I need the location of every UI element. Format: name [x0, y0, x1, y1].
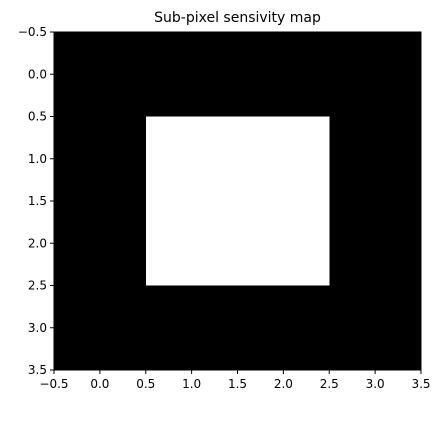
- heatmap-cell: [329, 32, 422, 117]
- y-tick-label: −0.5: [18, 25, 47, 39]
- heatmap-cell: [54, 201, 147, 286]
- y-tick-label: 1.0: [28, 152, 47, 166]
- y-axis: −0.5 0.0 0.5 1.0 1.5 2.0 2.5 3.0 3.5: [18, 25, 54, 377]
- heatmap-cell: [237, 116, 330, 202]
- heatmap-cell: [145, 32, 238, 117]
- y-tick-label: 3.5: [28, 363, 47, 377]
- heatmap-cell: [145, 116, 238, 202]
- heatmap-cells: [54, 32, 422, 371]
- heatmap-cell: [329, 285, 422, 371]
- x-tick-label: 0.5: [136, 377, 155, 391]
- x-tick-label: 3.5: [411, 377, 430, 391]
- heatmap-cell: [54, 116, 147, 202]
- y-tick-label: 2.5: [28, 279, 47, 293]
- x-tick-label: 0.0: [90, 377, 109, 391]
- x-tick-label: 1.0: [182, 377, 201, 391]
- y-tick-label: 0.5: [28, 110, 47, 124]
- x-tick-label: −0.5: [39, 377, 68, 391]
- x-tick-label: 2.5: [320, 377, 339, 391]
- x-tick-label: 3.0: [366, 377, 385, 391]
- heatmap-cell: [54, 32, 147, 117]
- x-tick-label: 1.5: [228, 377, 247, 391]
- x-tick-label: 2.0: [274, 377, 293, 391]
- heatmap-cell: [145, 285, 238, 371]
- heatmap-cell: [145, 201, 238, 286]
- heatmap-cell: [54, 285, 147, 371]
- x-axis: −0.5 0.0 0.5 1.0 1.5 2.0 2.5 3.0 3.5: [39, 370, 431, 391]
- heatmap-cell: [237, 285, 330, 371]
- heatmap-cell: [329, 201, 422, 286]
- y-tick-label: 0.0: [28, 67, 47, 81]
- y-tick-label: 1.5: [28, 194, 47, 208]
- heatmap-cell: [329, 116, 422, 202]
- y-tick-label: 3.0: [28, 321, 47, 335]
- heatmap-cell: [237, 32, 330, 117]
- y-tick-label: 2.0: [28, 236, 47, 250]
- chart-title: Sub-pixel sensivity map: [154, 10, 321, 26]
- heatmap-cell: [237, 201, 330, 286]
- plot-frame: [53, 31, 422, 371]
